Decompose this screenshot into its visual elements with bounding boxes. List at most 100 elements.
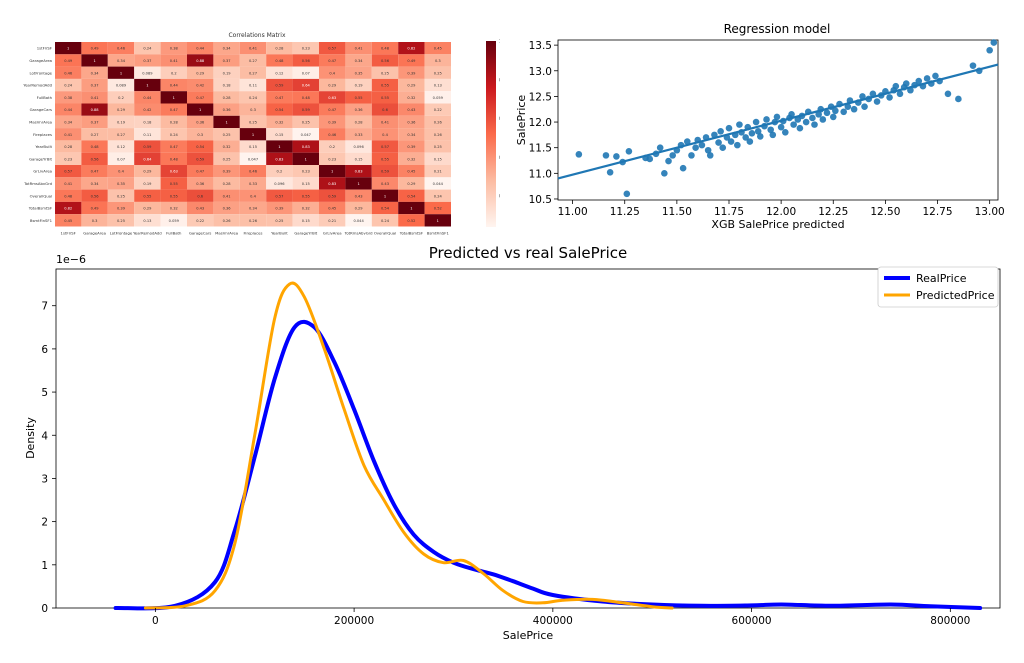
- scatter-point: [683, 138, 691, 145]
- heatmap-cell-label: 0.47: [196, 170, 204, 174]
- heatmap-cell-label: 0.2: [171, 71, 177, 75]
- heatmap-cell: [424, 177, 451, 190]
- heatmap-cell-label: 0.15: [302, 182, 310, 186]
- heatmap-cell: [239, 103, 267, 116]
- heatmap-cell: [239, 165, 267, 178]
- heatmap-cell-label: 0.42: [196, 84, 204, 88]
- heatmap-cell-label: 0.39: [275, 207, 284, 211]
- heatmap-cell: [239, 91, 267, 104]
- heatmap-cell: [107, 103, 135, 116]
- heatmap-cell: [266, 91, 293, 104]
- heatmap-cell-label: 0.3: [197, 133, 203, 137]
- heatmap-cell: [424, 103, 451, 116]
- heatmap-cell: [319, 66, 346, 79]
- heatmap-row-label: BsmtFinSF1: [30, 218, 53, 223]
- heatmap-cell: [424, 189, 451, 202]
- heatmap-cell-label: 0.11: [249, 84, 257, 88]
- heatmap-cell-label: 0.55: [170, 182, 178, 186]
- heatmap-cell-label: 0.26: [434, 120, 443, 124]
- regression-ytick-label: 13.0: [529, 66, 552, 78]
- heatmap-cell: [213, 165, 240, 178]
- heatmap-cell-label: 1: [384, 194, 386, 198]
- heatmap-cell: [398, 189, 425, 202]
- heatmap-cell-label: 0.047: [301, 133, 311, 137]
- heatmap-cell: [371, 128, 399, 141]
- scatter-point: [756, 133, 764, 140]
- heatmap-cell-label: 0.48: [170, 157, 179, 161]
- heatmap-cell: [398, 115, 425, 129]
- scatter-point: [915, 77, 923, 85]
- heatmap-cell: [81, 91, 108, 104]
- heatmap-cell-label: 0.27: [117, 133, 125, 137]
- heatmap-cell-label: 0.25: [434, 71, 442, 75]
- heatmap-cell: [266, 78, 293, 92]
- scatter-point: [815, 111, 822, 118]
- heatmap-cell: [55, 177, 82, 190]
- heatmap-cell-label: 0.29: [143, 207, 152, 211]
- heatmap-cell: [292, 128, 319, 141]
- heatmap-cell: [371, 189, 399, 202]
- scatter-point: [704, 146, 712, 154]
- heatmap-cell: [213, 91, 240, 104]
- heatmap-cell: [292, 103, 319, 116]
- scatter-point: [850, 105, 858, 113]
- heatmap-cell-label: 0.096: [274, 182, 285, 186]
- heatmap-cell: [319, 78, 346, 92]
- heatmap-cell-label: 0.27: [249, 59, 257, 63]
- heatmap-row-label: GarageYrBlt: [29, 156, 52, 161]
- colorbar-tick-label: 0.6: [499, 116, 500, 121]
- heatmap-cell: [398, 152, 425, 165]
- scatter-point: [955, 95, 962, 103]
- heatmap-cell: [345, 78, 372, 92]
- colorbar-tick-label: 1.0: [499, 39, 500, 44]
- heatmap-cell: [371, 54, 399, 67]
- heatmap-cell-label: 0.41: [355, 47, 363, 51]
- heatmap-cell-label: 0.28: [170, 120, 179, 124]
- heatmap-col-label: BsmtFinSF1: [427, 231, 450, 236]
- kde-ytick-label: 1: [41, 560, 48, 572]
- heatmap-cell-label: 0.19: [223, 71, 232, 75]
- heatmap-cell: [81, 42, 108, 55]
- heatmap-cell-label: 1: [410, 207, 412, 211]
- scatter-point: [736, 121, 743, 128]
- heatmap-cell: [160, 66, 187, 79]
- heatmap-cell: [55, 91, 82, 104]
- heatmap-cell-label: 0.54: [196, 145, 205, 149]
- heatmap-cell-label: 1: [252, 133, 254, 137]
- scatter-point: [861, 103, 868, 110]
- heatmap-cell-label: 0.25: [434, 145, 442, 149]
- heatmap-cell: [160, 128, 187, 141]
- regression-xtick-label: 13.00: [975, 206, 1005, 218]
- heatmap-cell: [266, 54, 293, 67]
- heatmap-cell: [266, 66, 293, 79]
- heatmap-cell-label: 0.59: [381, 170, 390, 174]
- scatter-point: [859, 93, 866, 100]
- heatmap-cell-label: 0.24: [249, 96, 258, 100]
- heatmap-cell-label: 0.59: [275, 84, 284, 88]
- heatmap-cell: [292, 152, 319, 165]
- heatmap-cell-label: 0.47: [170, 108, 178, 112]
- heatmap-cell-label: 0.37: [223, 59, 231, 63]
- heatmap-cell-label: 0.82: [64, 207, 72, 211]
- heatmap-cell-label: 0.41: [64, 133, 72, 137]
- heatmap-cell-label: 0.25: [302, 120, 310, 124]
- heatmap-cell-label: 0.43: [381, 182, 389, 186]
- heatmap-col-label: 1stFlrSF: [61, 231, 76, 236]
- scatter-point: [932, 72, 939, 80]
- heatmap-cell-label: 1: [93, 59, 95, 63]
- heatmap-cell-label: 0.49: [407, 59, 416, 63]
- heatmap-cell-label: 0.089: [142, 71, 153, 75]
- heatmap-cell-label: 0.29: [355, 207, 364, 211]
- heatmap-cell-label: 0.59: [196, 157, 205, 161]
- heatmap-cell: [398, 201, 425, 215]
- heatmap-cell-label: 0.54: [275, 108, 284, 112]
- heatmap-cell: [398, 177, 425, 190]
- heatmap-cell: [424, 91, 451, 104]
- regression-figure: Regression model 11.00 11.25 11.50 11.75 12.…: [515, 22, 1005, 231]
- regression-xtick-label: 11.25: [610, 206, 640, 218]
- heatmap-cell-label: 0.54: [381, 207, 390, 211]
- heatmap-row-label: 1stFlrSF: [37, 46, 52, 51]
- scatter-point: [819, 116, 827, 123]
- heatmap-cell: [213, 66, 240, 79]
- heatmap-cell: [239, 115, 267, 129]
